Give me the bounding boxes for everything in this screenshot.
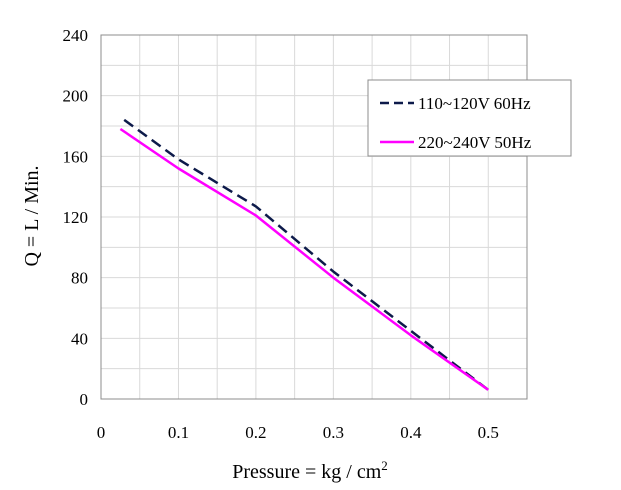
x-tick-label: 0.1 [168,423,189,442]
legend-label-220-240v: 220~240V 50Hz [418,133,532,152]
legend-box [367,79,572,157]
legend-label-110-120v: 110~120V 60Hz [418,94,531,113]
y-tick-label: 160 [63,147,89,166]
x-tick-label: 0 [97,423,106,442]
y-tick-label: 120 [63,208,89,227]
x-tick-label: 0.4 [400,423,422,442]
x-tick-label: 0.5 [478,423,499,442]
series-line-110-120v [123,118,490,391]
y-tick-label: 240 [63,26,89,45]
plot-frame [100,34,528,400]
y-axis-ticks: 0 40 80 120 160 200 240 [63,26,89,409]
y-tick-label: 0 [80,390,89,409]
y-tick-label: 40 [71,329,88,348]
grid-lines [101,35,527,399]
x-tick-label: 0.2 [245,423,266,442]
x-axis-label: Pressure = kg / cm2 [232,458,388,483]
x-tick-label: 0.3 [323,423,344,442]
x-axis-ticks: 0 0.1 0.2 0.3 0.4 0.5 [97,423,499,442]
series-line-220-240v [119,127,490,391]
y-tick-label: 200 [63,87,89,106]
x-axis-label-main: Pressure = kg / cm [232,461,381,483]
legend: 110~120V 60Hz 220~240V 50Hz [367,79,572,157]
series-lines [119,118,490,391]
y-tick-label: 80 [71,269,88,288]
x-axis-label-superscript: 2 [381,458,388,473]
y-axis-label: Q = L / Min. [21,165,43,266]
